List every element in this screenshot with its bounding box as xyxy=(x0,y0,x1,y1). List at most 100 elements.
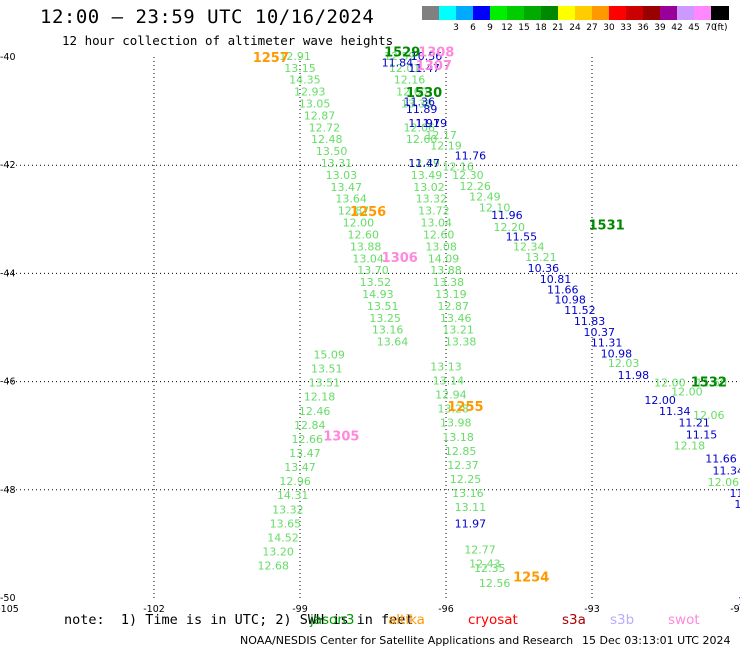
x-tick-label: -102 xyxy=(143,604,165,615)
wave-height-value: 11.66 xyxy=(705,452,737,465)
y-tick-label: -48 xyxy=(0,485,16,496)
scale-tick-label: 24 xyxy=(569,23,581,33)
wave-height-value: 13.03 xyxy=(326,169,358,182)
wave-height-value: 13.31 xyxy=(321,157,353,170)
y-tick-label: -44 xyxy=(0,268,16,279)
wave-height-value: 13.72 xyxy=(418,205,450,218)
wave-height-value: 13.98 xyxy=(440,417,472,430)
wave-height-value: 12.20 xyxy=(494,221,526,234)
wave-height-value: 11.97 xyxy=(455,517,487,530)
wave-height-value: 13.88 xyxy=(350,240,382,253)
wave-height-value: 11.47 xyxy=(408,157,440,170)
scale-tick-label: 15 xyxy=(518,23,530,33)
scale-swatch xyxy=(592,6,610,20)
wave-height-value: 13.51 xyxy=(311,363,343,376)
scale-tick-label: 9 xyxy=(487,23,493,33)
wave-height-value: 13.19 xyxy=(435,288,467,301)
wave-height-value: 12.60 xyxy=(406,133,438,146)
wave-height-value: 13.47 xyxy=(284,461,316,474)
wave-height-value: 13.49 xyxy=(411,169,443,182)
wave-height-value: 12.91 xyxy=(279,50,311,63)
wave-height-value: 14.52 xyxy=(267,531,299,544)
wave-height-value: 11.31 xyxy=(591,337,623,350)
wave-height-value: 12.94 xyxy=(435,389,467,402)
wave-height-value: 12.87 xyxy=(438,300,470,313)
wave-height-value: 12.87 xyxy=(304,109,336,122)
pass-number-label: 1531 xyxy=(589,219,625,234)
pass-number-label: 1530 xyxy=(406,86,442,101)
scale-tick-label: 42 xyxy=(671,23,683,33)
pass-number-label: 1257 xyxy=(253,51,289,66)
scale-swatch xyxy=(541,6,559,20)
wave-height-value: 11.91 xyxy=(408,117,440,130)
wave-height-value: 12.25 xyxy=(450,473,482,486)
wave-height-value: 13.88 xyxy=(430,264,462,277)
y-tick-label: -46 xyxy=(0,377,16,388)
wave-height-value: 11.13 xyxy=(734,498,740,511)
wave-height-value: 10.56 xyxy=(411,50,443,63)
scale-tick-label: 39 xyxy=(654,23,666,33)
footer-timestamp: 15 Dec 03:13:01 UTC 2024 xyxy=(582,634,731,647)
scale-swatch xyxy=(677,6,695,20)
wave-height-value: 11.79 xyxy=(416,117,448,130)
wave-height-value: 11.8 xyxy=(738,595,740,608)
y-tick-label: -40 xyxy=(0,52,16,63)
wave-height-value: 12.18 xyxy=(674,439,706,452)
scale-tick-label: 70 xyxy=(705,23,717,33)
wave-height-value: 13.14 xyxy=(433,375,465,388)
scale-tick-label: 3 xyxy=(453,23,459,33)
x-tick-label: -105 xyxy=(0,604,19,615)
pass-number-label: 1255 xyxy=(447,400,483,415)
wave-height-value: 12.93 xyxy=(294,86,326,99)
wave-height-value: 10.98 xyxy=(601,347,633,360)
wave-height-value: 15.09 xyxy=(313,349,345,362)
pass-number-label: 1254 xyxy=(513,570,549,585)
wave-height-value: 12.06 xyxy=(708,476,740,489)
wave-height-value: 12.77 xyxy=(464,543,496,556)
scale-swatch xyxy=(711,6,729,20)
wave-height-value: 12.72 xyxy=(309,121,341,134)
scale-swatch xyxy=(643,6,661,20)
wave-height-value: 12.34 xyxy=(513,240,545,253)
scale-swatch xyxy=(660,6,678,20)
x-tick-label: -93 xyxy=(584,604,600,615)
wave-height-value: 12.16 xyxy=(442,160,474,173)
wave-height-value: 11.84 xyxy=(382,56,414,69)
wave-height-value: 13.28 xyxy=(438,403,470,416)
wave-height-value: 12.37 xyxy=(447,459,479,472)
pass-number-label: 1308 xyxy=(418,46,454,61)
wave-height-value: 10.98 xyxy=(554,293,586,306)
wave-height-value: 12.46 xyxy=(299,405,331,418)
x-tick-label: -90 xyxy=(730,604,740,615)
wave-height-value: 12.00 xyxy=(654,377,686,390)
wave-height-value: 13.04 xyxy=(421,217,453,230)
mission-label-cryosat: cryosat xyxy=(468,612,518,628)
scale-unit-label: (ft) xyxy=(714,23,728,33)
wave-height-value: 12.84 xyxy=(294,419,326,432)
scale-swatch xyxy=(626,6,644,20)
wave-height-value: 12.35 xyxy=(474,562,506,575)
wave-height-value: 13.38 xyxy=(433,276,465,289)
pass-number-label: 1256 xyxy=(350,205,386,220)
scale-swatch xyxy=(694,6,712,20)
wave-height-value: 12.00 xyxy=(343,217,375,230)
wave-height-value: 13.46 xyxy=(440,312,472,325)
wave-height-value: 13.18 xyxy=(442,431,474,444)
scale-swatch xyxy=(558,6,576,20)
y-tick-label: -50 xyxy=(0,593,16,604)
wave-height-value: 12.30 xyxy=(452,169,484,182)
wave-height-value: 13.32 xyxy=(272,503,304,516)
wave-height-value: 13.32 xyxy=(416,193,448,206)
wave-height-value: 12.00 xyxy=(644,394,676,407)
wave-height-value: 13.08 xyxy=(425,240,457,253)
wave-height-value: 13.13 xyxy=(430,360,462,373)
scale-tick-label: 12 xyxy=(501,23,513,33)
wave-height-value: 14.93 xyxy=(362,288,394,301)
scale-swatch xyxy=(456,6,474,20)
wave-height-value: 10.36 xyxy=(528,262,560,275)
y-tick-label: -42 xyxy=(0,160,16,171)
wave-height-value: 12.60 xyxy=(423,228,455,241)
wave-height-value: 13.38 xyxy=(445,336,477,349)
scale-tick-label: 36 xyxy=(637,23,649,33)
